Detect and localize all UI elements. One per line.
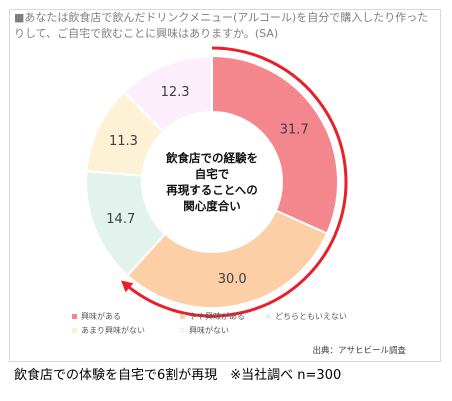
legend-label: 興味がある — [81, 312, 121, 321]
highlight-arrow-head — [121, 280, 134, 293]
legend-item-2: やや興味がある — [180, 311, 245, 322]
legend-swatch — [72, 328, 77, 333]
slice-value-label: 11.3 — [109, 134, 138, 149]
legend-label: どちらともいえない — [275, 312, 347, 321]
center-label-line: 飲食店での経験を — [165, 151, 258, 165]
value-labels-group: 31.7 30.0 14.7 11.3 12.3 — [106, 85, 308, 287]
legend-label: やや興味がある — [189, 312, 245, 321]
center-label-line: 関心度合い — [183, 199, 241, 213]
legend-swatch — [180, 328, 185, 333]
slice-value-label: 30.0 — [218, 272, 247, 287]
survey-question: ■あなたは飲食店で飲んだドリンクメニュー(アルコール)を自分で購入したり作ったり… — [14, 11, 429, 40]
slice-value-label: 31.7 — [280, 123, 309, 138]
highlight-arrow-arc — [123, 46, 348, 318]
donut-chart: 31.7 30.0 14.7 11.3 12.3 飲食店での経験を自宅で再現することへの… — [85, 46, 348, 318]
caption: 飲食店での体験を自宅で6割が再現 ※当社調べ n=300 — [14, 368, 342, 383]
highlight-arrow — [121, 46, 348, 318]
legend-item-3: どちらともいえない — [266, 311, 347, 322]
donut-slice-2 — [126, 209, 329, 309]
donut-slice-1 — [211, 54, 339, 235]
donut-slice-5 — [122, 54, 213, 134]
legend-swatch — [180, 314, 185, 319]
legend-label: あまり興味がない — [81, 326, 145, 335]
legend-swatch — [266, 314, 271, 319]
center-label-line: 再現することへの — [166, 183, 257, 197]
legend-label: 興味がない — [189, 326, 229, 335]
legend-item-5: 興味がない — [180, 325, 229, 336]
center-label-line: 自宅で — [195, 167, 230, 181]
chart-frame: ■あなたは飲食店で飲んだドリンクメニュー(アルコール)を自分で購入したり作ったり… — [9, 9, 441, 362]
slices-group — [85, 54, 339, 309]
slice-value-label: 14.7 — [106, 212, 135, 227]
source-note: 出典：アサヒビール調査 — [312, 346, 406, 356]
legend-item-1: 興味がある — [72, 311, 121, 322]
legend-swatch — [72, 314, 77, 319]
legend-item-4: あまり興味がない — [72, 325, 145, 336]
slice-value-label: 12.3 — [161, 85, 190, 100]
